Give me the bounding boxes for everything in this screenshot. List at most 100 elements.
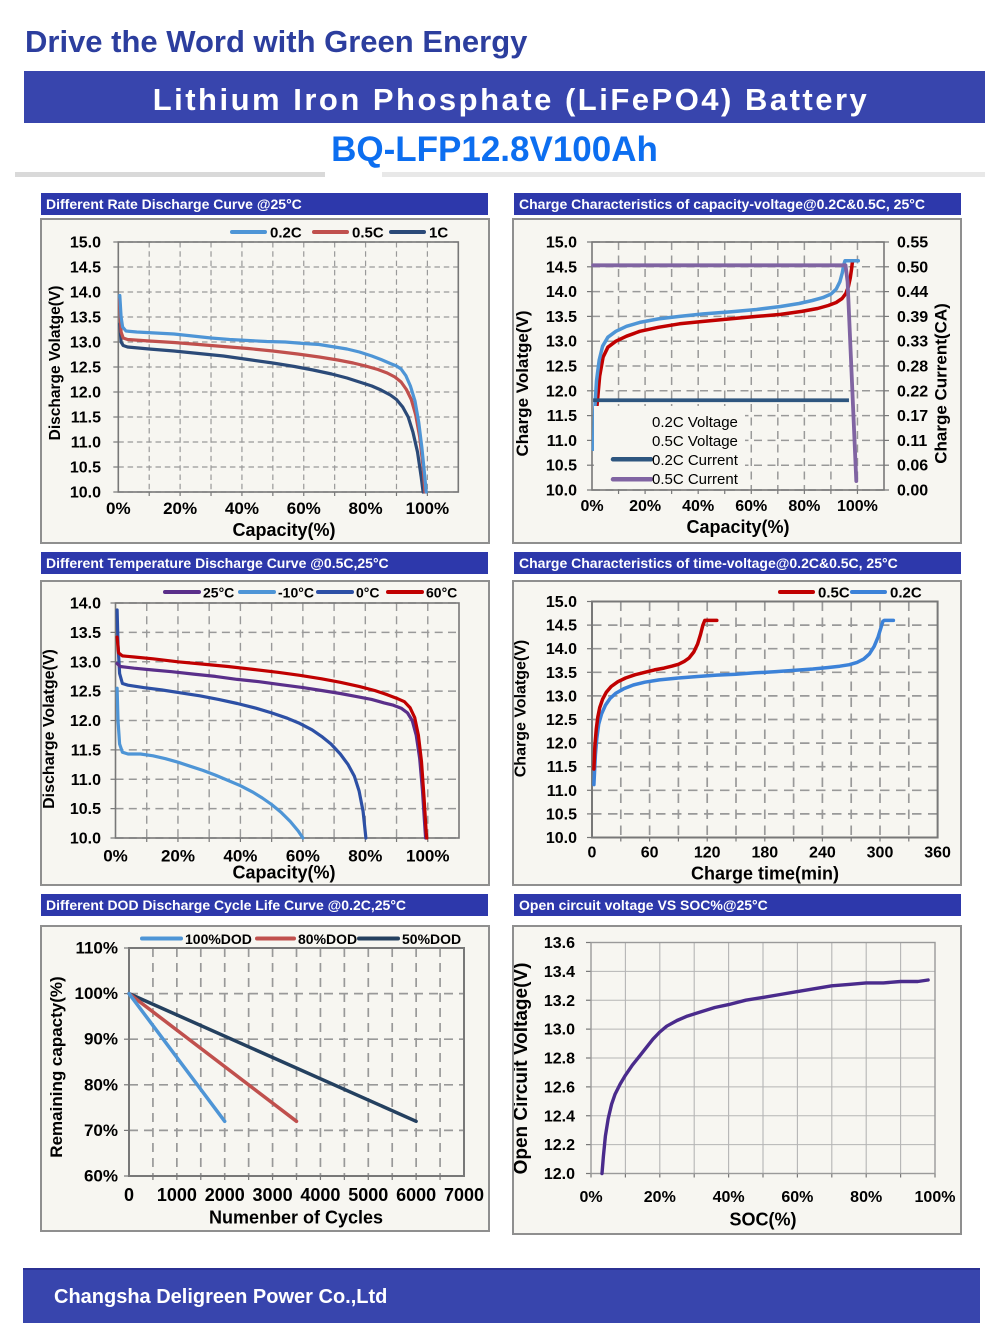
svg-text:13.0: 13.0 [70,335,101,352]
svg-text:13.5: 13.5 [546,665,577,682]
svg-text:110%: 110% [75,939,118,958]
svg-text:13.0: 13.0 [70,654,101,671]
svg-text:13.0: 13.0 [546,334,577,351]
svg-text:12.5: 12.5 [70,360,101,377]
svg-text:12.0: 12.0 [70,385,101,402]
svg-text:11.0: 11.0 [71,772,101,789]
svg-text:14.0: 14.0 [70,285,101,302]
svg-text:80%: 80% [84,1075,118,1094]
svg-text:60%: 60% [781,1189,813,1206]
svg-text:25°C: 25°C [203,585,234,601]
svg-text:12.0: 12.0 [70,713,101,730]
svg-text:0°C: 0°C [356,585,380,601]
svg-text:0.2C: 0.2C [890,585,922,602]
svg-text:80%: 80% [349,499,383,518]
svg-text:100%: 100% [837,498,878,515]
svg-text:80%: 80% [348,847,382,866]
svg-text:15.0: 15.0 [70,235,101,252]
svg-text:10.0: 10.0 [70,831,101,848]
svg-text:10.5: 10.5 [70,460,101,477]
svg-text:10.5: 10.5 [546,806,577,823]
svg-text:100%: 100% [75,984,118,1003]
svg-text:20%: 20% [629,498,661,515]
svg-text:0%: 0% [580,498,603,515]
svg-text:13.5: 13.5 [70,625,101,642]
svg-text:0.5C Current: 0.5C Current [652,471,739,488]
svg-text:14.5: 14.5 [546,618,577,635]
svg-text:11.0: 11.0 [547,433,577,450]
svg-text:0.22: 0.22 [897,383,928,400]
svg-text:12.0: 12.0 [546,736,577,753]
svg-text:12.2: 12.2 [544,1137,575,1154]
svg-text:0.44: 0.44 [897,284,928,301]
svg-text:2000: 2000 [205,1185,245,1205]
svg-text:80%DOD: 80%DOD [298,931,357,947]
svg-text:50%DOD: 50%DOD [402,931,461,947]
svg-text:80%: 80% [788,498,820,515]
svg-text:60°C: 60°C [426,585,457,601]
svg-text:Numenber of Cycles: Numenber of Cycles [209,1208,383,1228]
svg-text:14.0: 14.0 [546,284,577,301]
svg-text:0.17: 0.17 [897,408,928,425]
svg-text:60%: 60% [287,499,321,518]
svg-text:360: 360 [924,845,951,862]
svg-text:0%: 0% [106,499,131,518]
svg-text:13.5: 13.5 [546,309,577,326]
svg-text:4000: 4000 [300,1185,340,1205]
svg-text:0.06: 0.06 [897,458,928,475]
svg-text:1C: 1C [429,225,448,242]
svg-text:40%: 40% [223,847,257,866]
svg-text:0.33: 0.33 [897,334,928,351]
svg-text:13.6: 13.6 [544,935,575,952]
svg-text:6000: 6000 [396,1185,436,1205]
svg-text:10.5: 10.5 [546,458,577,475]
svg-text:11.5: 11.5 [71,742,101,759]
svg-text:13.0: 13.0 [544,1022,575,1039]
svg-text:Charge Volatge(V): Charge Volatge(V) [514,640,530,778]
svg-text:Discharge Volatge(V): Discharge Volatge(V) [42,649,58,809]
svg-text:14.0: 14.0 [546,641,577,658]
svg-text:14.5: 14.5 [70,260,101,277]
svg-text:-10°C: -10°C [278,585,314,601]
svg-text:0.5C: 0.5C [818,585,850,602]
svg-text:12.0: 12.0 [546,383,577,400]
svg-text:11.5: 11.5 [547,408,577,425]
svg-text:11.5: 11.5 [71,410,101,427]
svg-text:0: 0 [588,845,597,862]
svg-text:10.5: 10.5 [70,801,101,818]
svg-text:100%DOD: 100%DOD [185,931,252,947]
svg-text:40%: 40% [682,498,714,515]
svg-text:15.0: 15.0 [546,594,577,611]
svg-text:Charge time(min): Charge time(min) [691,864,839,884]
svg-text:0.00: 0.00 [897,483,928,500]
svg-text:Capacity(%): Capacity(%) [232,863,335,883]
svg-text:13.2: 13.2 [544,993,575,1010]
svg-text:0.5C: 0.5C [352,225,384,242]
svg-text:40%: 40% [713,1189,745,1206]
svg-text:20%: 20% [161,847,195,866]
svg-text:0.39: 0.39 [897,309,928,326]
svg-text:13.4: 13.4 [544,964,575,981]
svg-text:40%: 40% [225,499,259,518]
svg-text:13.5: 13.5 [70,310,101,327]
svg-text:240: 240 [809,845,836,862]
svg-text:11.0: 11.0 [547,783,577,800]
svg-text:12.5: 12.5 [546,712,577,729]
svg-text:Capacity(%): Capacity(%) [232,520,335,540]
svg-text:10.0: 10.0 [70,485,101,502]
svg-text:SOC(%): SOC(%) [730,1210,797,1230]
svg-text:Charge Current(CA): Charge Current(CA) [932,303,951,464]
svg-text:12.4: 12.4 [544,1108,575,1125]
svg-text:60%: 60% [84,1167,118,1186]
svg-text:11.5: 11.5 [547,759,577,776]
svg-text:11.0: 11.0 [71,435,101,452]
svg-text:100%: 100% [406,499,449,518]
svg-text:0.28: 0.28 [897,359,928,376]
svg-text:0.5C Voltage: 0.5C Voltage [652,433,738,450]
svg-text:14.5: 14.5 [546,259,577,276]
svg-text:Remaining capacty(%): Remaining capacty(%) [47,976,66,1157]
svg-text:80%: 80% [850,1189,882,1206]
svg-text:12.8: 12.8 [544,1051,575,1068]
svg-text:70%: 70% [84,1121,118,1140]
svg-text:0%: 0% [103,847,128,866]
